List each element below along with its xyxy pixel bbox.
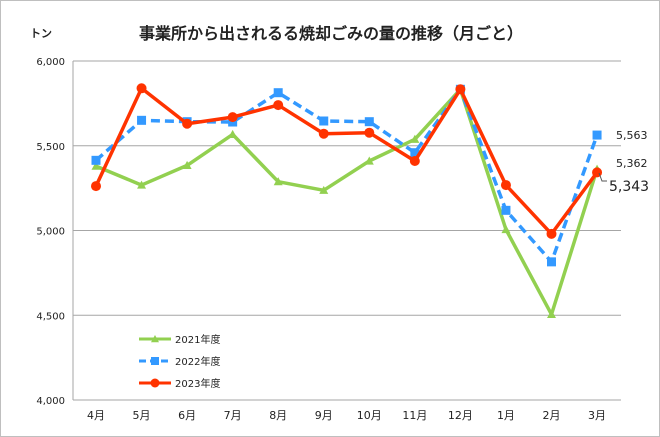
legend-label: 2022年度 (175, 355, 220, 368)
y-tick-label: 5,000 (36, 227, 65, 238)
x-tick-label: 1月 (497, 409, 515, 422)
legend-label: 2021年度 (175, 333, 220, 346)
data-point-square (410, 148, 420, 158)
data-point-square (319, 116, 329, 126)
data-point-triangle (547, 309, 556, 319)
data-point-triangle (273, 177, 283, 186)
x-tick-label: 8月 (269, 409, 287, 422)
x-tick-label: 7月 (224, 409, 242, 422)
data-point-circle (227, 112, 238, 123)
x-tick-label: 10月 (357, 409, 382, 422)
x-tick-label: 9月 (315, 409, 333, 422)
data-point-circle (500, 180, 511, 191)
data-label: 5,563 (616, 129, 648, 142)
data-point-triangle (91, 161, 101, 170)
data-point-triangle (364, 156, 374, 165)
data-point-circle (182, 118, 193, 129)
x-tick-label: 6月 (178, 409, 196, 422)
data-label-leader (598, 172, 607, 182)
data-point-square (592, 130, 602, 140)
x-tick-label: 5月 (133, 409, 151, 422)
y-tick-label: 5,500 (36, 142, 65, 153)
data-point-circle (91, 181, 101, 192)
data-point-square (151, 357, 159, 365)
x-tick-label: 12月 (448, 409, 473, 422)
data-point-circle (455, 84, 466, 95)
data-point-square (273, 88, 283, 98)
data-point-circle (318, 128, 329, 139)
legend-label: 2023年度 (175, 377, 220, 390)
series-line-2023年度 (94, 86, 599, 236)
chart-title: 事業所から出されるる焼却ごみの量の推移（月ごと） (139, 24, 523, 43)
data-point-square (547, 257, 556, 267)
y-tick-label: 4,500 (36, 311, 65, 322)
data-point-triangle (151, 335, 159, 343)
data-label: 5,343 (609, 179, 649, 195)
data-point-square (501, 205, 511, 215)
y-tick-label: 6,000 (36, 57, 65, 68)
series-line-2022年度 (94, 87, 599, 264)
data-point-circle (273, 100, 284, 111)
data-point-circle (409, 156, 420, 167)
data-point-square (364, 117, 374, 127)
data-point-triangle (228, 129, 238, 138)
y-tick-label: 4,000 (36, 396, 65, 407)
x-tick-label: 11月 (402, 409, 427, 422)
data-point-square (91, 155, 101, 165)
data-point-triangle (501, 224, 511, 234)
data-label: 5,362 (616, 157, 648, 170)
data-point-circle (150, 378, 160, 388)
x-tick-label: 2月 (543, 409, 561, 422)
data-point-triangle (410, 134, 420, 143)
y-axis-label: トン (30, 27, 52, 40)
x-tick-label: 4月 (87, 409, 105, 422)
data-point-triangle (319, 185, 329, 194)
data-point-triangle (137, 180, 147, 189)
data-point-square (137, 115, 147, 125)
data-point-circle (136, 83, 147, 94)
series-line-2021年度 (95, 87, 599, 317)
data-point-triangle (182, 160, 192, 170)
data-point-circle (364, 127, 375, 138)
data-point-circle (546, 228, 557, 239)
x-tick-label: 3月 (588, 409, 606, 422)
